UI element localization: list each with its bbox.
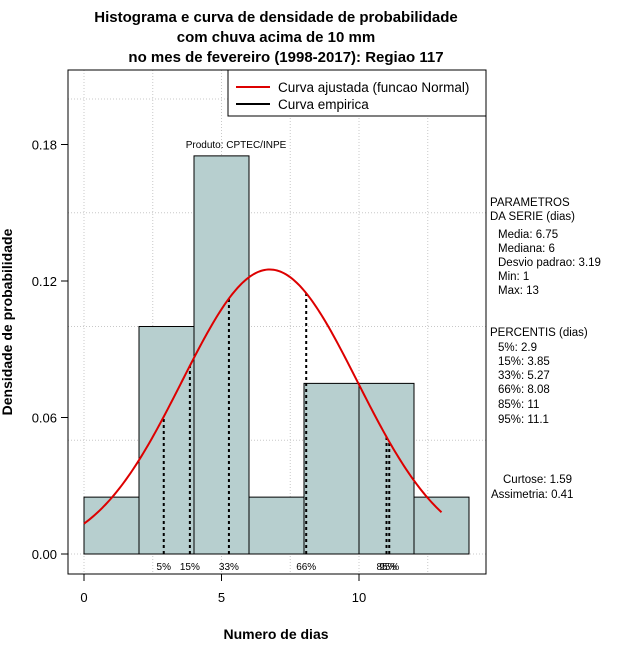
chart-title-line-1: Histograma e curva de densidade de proba…	[94, 9, 457, 26]
legend-label-empirical: Curva empirica	[278, 97, 369, 112]
y-tick-label: 0.12	[32, 274, 57, 289]
percentil-85: 85%: 11	[498, 399, 539, 411]
percentil-33: 33%: 5.27	[498, 370, 550, 382]
percentil-5: 5%: 2.9	[498, 342, 537, 354]
histogram-bar	[138, 326, 195, 555]
percentil-15: 15%: 3.85	[498, 356, 550, 368]
y-tick-label: 0.00	[32, 547, 57, 562]
y-tick-label: 0.06	[32, 411, 57, 426]
histogram-bar	[413, 496, 470, 555]
param-heading-2: DA SERIE (dias)	[490, 211, 575, 223]
x-axis: 0 5 10	[80, 573, 366, 605]
param-max: Max: 13	[498, 285, 539, 297]
percentil-95: 95%: 11.1	[498, 414, 549, 426]
histogram-bar	[193, 155, 250, 555]
legend-label-normal: Curva ajustada (funcao Normal)	[278, 80, 469, 95]
normal-curve	[83, 268, 443, 525]
histogram-bar	[83, 496, 140, 555]
percentile-axis-label: 85%	[376, 562, 396, 573]
percentile-lines	[162, 293, 391, 554]
x-tick-label: 0	[80, 590, 87, 605]
percentile-axis-label: 95%	[379, 562, 399, 573]
x-axis-label: Numero de dias	[223, 626, 328, 642]
percentil-66: 66%: 8.08	[498, 384, 550, 396]
legend-box	[227, 69, 487, 117]
percentile-axis-label: 15%	[180, 562, 200, 573]
percentis-heading: PERCENTIS (dias)	[490, 327, 588, 339]
y-axis: 0.00 0.06 0.12 0.18	[32, 138, 69, 562]
histogram-bar	[303, 382, 360, 555]
curtose: Curtose: 1.59	[503, 474, 572, 486]
product-annotation: Produto: CPTEC/INPE	[186, 140, 287, 151]
param-media: Media: 6.75	[498, 229, 558, 241]
param-heading-1: PARAMETROS	[490, 197, 570, 209]
param-desvio: Desvio padrao: 3.19	[498, 257, 601, 269]
param-min: Min: 1	[498, 271, 529, 283]
y-axis-label: Densidade de probabilidade	[0, 228, 15, 415]
normal-curve-layer	[83, 268, 443, 525]
percentile-axis-label: 33%	[219, 562, 239, 573]
x-tick-label: 10	[352, 590, 366, 605]
assimetria: Assimetria: 0.41	[491, 489, 573, 501]
percentile-axis-labels: 5% 15% 33% 66% 85%95%	[157, 562, 400, 573]
chart-title-line-3: no mes de fevereiro (1998-2017): Regiao …	[128, 49, 443, 66]
side-panel: PARAMETROS DA SERIE (dias) Media: 6.75 M…	[490, 197, 601, 501]
legend: Curva ajustada (funcao Normal) Curva emp…	[227, 69, 487, 117]
histogram-bar	[248, 496, 305, 555]
percentile-axis-label: 5%	[157, 562, 172, 573]
chart-title-line-2: com chuva acima de 10 mm	[177, 29, 375, 46]
x-tick-label: 5	[218, 590, 225, 605]
param-mediana: Mediana: 6	[498, 243, 555, 255]
y-tick-label: 0.18	[32, 138, 57, 153]
histogram-bars	[83, 155, 470, 555]
percentile-axis-label: 66%	[296, 562, 316, 573]
